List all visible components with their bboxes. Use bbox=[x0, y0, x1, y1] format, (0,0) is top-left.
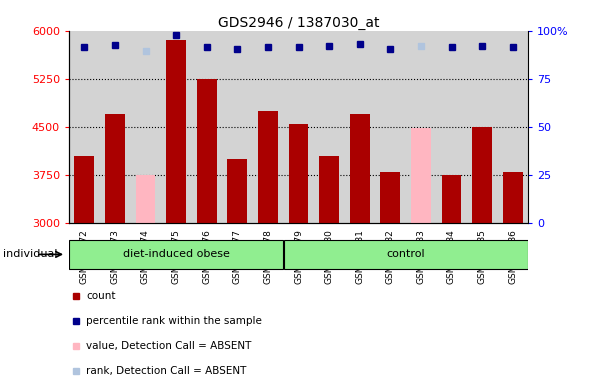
Bar bbox=[166, 40, 186, 223]
Bar bbox=[258, 111, 278, 223]
Bar bbox=[136, 175, 155, 223]
Bar bbox=[503, 172, 523, 223]
Bar bbox=[227, 159, 247, 223]
Text: rank, Detection Call = ABSENT: rank, Detection Call = ABSENT bbox=[86, 366, 247, 376]
Text: individual: individual bbox=[3, 249, 58, 260]
Bar bbox=[319, 156, 339, 223]
Bar bbox=[74, 156, 94, 223]
Title: GDS2946 / 1387030_at: GDS2946 / 1387030_at bbox=[218, 16, 379, 30]
Text: count: count bbox=[86, 291, 116, 301]
Text: diet-induced obese: diet-induced obese bbox=[122, 249, 230, 260]
FancyBboxPatch shape bbox=[284, 240, 527, 269]
Bar bbox=[380, 172, 400, 223]
Text: value, Detection Call = ABSENT: value, Detection Call = ABSENT bbox=[86, 341, 252, 351]
Text: control: control bbox=[386, 249, 425, 260]
Bar bbox=[442, 175, 461, 223]
Bar bbox=[197, 79, 217, 223]
Text: percentile rank within the sample: percentile rank within the sample bbox=[86, 316, 262, 326]
Bar bbox=[472, 127, 492, 223]
FancyBboxPatch shape bbox=[70, 240, 283, 269]
Bar bbox=[411, 128, 431, 223]
Bar bbox=[350, 114, 370, 223]
Bar bbox=[105, 114, 125, 223]
Bar bbox=[289, 124, 308, 223]
